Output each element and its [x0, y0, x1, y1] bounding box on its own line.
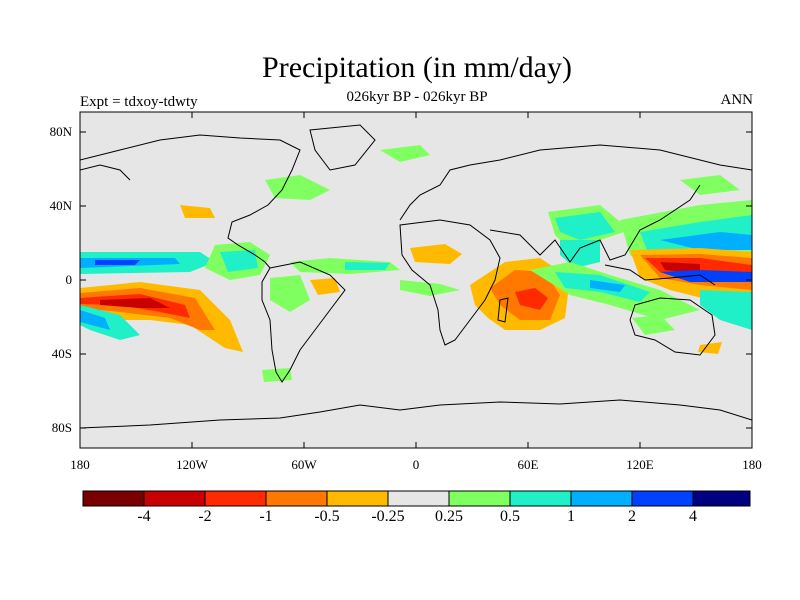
south-america-coast [261, 261, 346, 383]
pacific-positive-max [95, 260, 140, 265]
colorbar-label: -0.5 [314, 508, 340, 525]
colorbar-box [570, 490, 633, 507]
west-pacific-max [660, 232, 752, 250]
lat-tick-label: 40N [49, 198, 72, 213]
colorbar-label: 1 [567, 508, 575, 525]
north-atlantic-negative [180, 205, 215, 218]
lat-tick-label: 40S [51, 346, 72, 361]
colorbar-label: -0.25 [371, 508, 405, 525]
colorbar-box [82, 490, 145, 507]
africa-negative [410, 244, 462, 264]
lat-tick-label: 80N [49, 124, 72, 139]
maritime-continent-coast [604, 264, 716, 286]
colorbar-box [387, 490, 450, 507]
south-pacific-positive [80, 305, 140, 340]
colorbar-label: -2 [198, 508, 212, 525]
south-america-negative [310, 278, 340, 295]
colorbar-label: 2 [628, 508, 636, 525]
plot-subtitle: 026kyr BP - 026kyr BP [346, 89, 488, 105]
lon-tick-label: 60E [517, 457, 539, 472]
lon-tick-label: 180 [70, 457, 90, 472]
australia-coast [629, 297, 716, 356]
africa-positive [400, 280, 460, 296]
colorbar-box [448, 490, 511, 507]
indian-ocean-negative-core [515, 288, 548, 310]
australia-positive [632, 315, 675, 335]
alaska-coast [80, 164, 131, 181]
colorbar-label: -1 [259, 508, 273, 525]
bay-positive [560, 240, 600, 268]
west-pacific-south-band [660, 270, 752, 282]
lon-tick-label: 180 [742, 457, 762, 472]
precip-anomaly-shading [80, 145, 752, 382]
colorbar-box [143, 490, 206, 507]
colorbar-label: 4 [689, 508, 697, 525]
asia-monsoon-core [555, 212, 615, 240]
colorbar-box [692, 490, 751, 507]
lon-tick-label: 120E [626, 457, 654, 472]
amazon-positive [270, 275, 310, 312]
south-pacific-east-positive [700, 290, 752, 330]
lon-tick-label: 60W [291, 457, 317, 472]
colorbar-label: 0.5 [500, 508, 520, 525]
arabia-india-coast [489, 184, 701, 263]
north-america-coast [80, 134, 301, 269]
north-atlantic-positive [265, 175, 330, 200]
colorbar-box [204, 490, 267, 507]
colorbar [82, 490, 751, 507]
equatorial-indian-max [590, 280, 625, 292]
colorbar-box [509, 490, 572, 507]
colorbar-label: 0.25 [435, 508, 463, 525]
east-pacific-negative [698, 342, 722, 354]
plot-title: Precipitation (in mm/day) [262, 51, 572, 84]
colorbar-label: -4 [137, 508, 151, 525]
madagascar-coast [497, 297, 509, 323]
lat-tick-label: 0 [65, 272, 73, 287]
map-background [80, 112, 752, 448]
europe-coast [399, 144, 752, 221]
south-pacific-positive-core [80, 310, 110, 330]
coastlines [80, 124, 752, 429]
colorbar-box [265, 490, 328, 507]
south-pacific-negative-max [100, 298, 170, 308]
arctic-positive [380, 145, 430, 162]
colorbar-box [326, 490, 389, 507]
antarctica-coast [80, 399, 752, 429]
lon-tick-label: 0 [412, 457, 420, 472]
season-label: ANN [720, 92, 754, 108]
greenland-coast [309, 124, 376, 171]
lon-tick-label: 120W [176, 457, 208, 472]
atlantic-itcz-core [345, 262, 390, 270]
subantarctic-positive [262, 368, 292, 382]
experiment-label: Expt = tdxoy-tdwty [80, 94, 198, 110]
central-america-core [220, 250, 258, 272]
africa-coast [399, 219, 501, 346]
lat-tick-label: 80S [51, 420, 72, 435]
colorbar-box [631, 490, 694, 507]
axis-ticks [79, 112, 753, 448]
siberia-positive [680, 175, 740, 195]
